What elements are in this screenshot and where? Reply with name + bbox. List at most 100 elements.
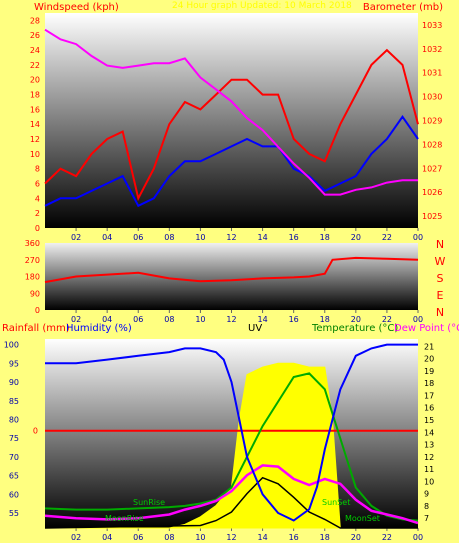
x-tick-label: 20 (351, 533, 361, 542)
temperature-y-tick-label: 9 (424, 490, 429, 499)
x-tick-label: 14 (257, 233, 267, 242)
x-tick-label: 22 (382, 315, 392, 324)
wind-plot-area (45, 13, 418, 228)
x-tick-label: 04 (102, 533, 112, 542)
x-tick-label: 02 (71, 533, 81, 542)
baro-y-tick-label: 1028 (422, 140, 442, 149)
wind-y-tick-label: 2 (35, 209, 40, 218)
temperature-series: SunRise MoonRise SunSet MoonSet (44, 343, 419, 529)
wind-y-tick-label: 28 (30, 16, 40, 25)
x-tick-label: 10 (195, 233, 205, 242)
wind-series (44, 28, 419, 208)
temperature-y-tick-label: 21 (424, 342, 434, 351)
baro-y-tick-label: 1033 (422, 21, 442, 30)
compass-label: S (437, 272, 444, 285)
uv-area (45, 362, 418, 529)
x-tick-label: 06 (133, 233, 143, 242)
wind-y-tick-label: 6 (35, 180, 40, 189)
humidity-y-tick-label: 70 (9, 453, 19, 462)
baro-y-tick-label: 1027 (422, 164, 442, 173)
temperature-y-tick-label: 8 (424, 502, 429, 511)
humidity-y-tick-label: 60 (9, 490, 19, 499)
temperature-y-tick-label: 20 (424, 355, 434, 364)
x-tick-label: 16 (289, 315, 299, 324)
humidity-line (45, 343, 418, 522)
temperature-y-tick-label: 14 (424, 428, 434, 437)
barometer-axis-label: Barometer (mb) (363, 2, 443, 13)
annotation-label: MoonRise (105, 514, 144, 523)
x-tick-label: 18 (320, 533, 330, 542)
humidity-y-tick-label: 55 (9, 509, 19, 518)
temperature-y-tick-label: 17 (424, 391, 434, 400)
temperature-y-tick-label: 18 (424, 379, 434, 388)
humidity-y-tick-label: 65 (9, 472, 19, 481)
x-tick-label: 06 (133, 533, 143, 542)
temperature-line (44, 372, 419, 522)
x-tick-label: 10 (195, 533, 205, 542)
compass-label: N (436, 306, 444, 319)
annotation-label: SunSet (322, 498, 350, 507)
temperature-axis-ticks: 5560657075808590951007891011121314151617… (4, 341, 434, 542)
x-tick-label: 20 (351, 315, 361, 324)
x-tick-label: 06 (133, 315, 143, 324)
humidity-y-tick-label: 85 (9, 397, 19, 406)
wind-y-tick-label: 26 (30, 31, 40, 40)
wind-y-tick-label: 0 (35, 224, 40, 233)
x-tick-label: 02 (71, 315, 81, 324)
baro-y-tick-label: 1026 (422, 188, 442, 197)
x-tick-label: 18 (320, 233, 330, 242)
direction-plot-area (45, 243, 418, 310)
barometer-line (44, 28, 418, 196)
temperature-y-tick-label: 13 (424, 441, 434, 450)
rainfall-label: Rainfall (mm) (2, 323, 70, 334)
compass-label: E (437, 289, 444, 302)
annotation-label: SunRise (133, 498, 165, 507)
page-title: 24 Hour graph Updated: 10 March 2018 (172, 1, 352, 11)
dewpoint-line (44, 464, 419, 525)
x-tick-label: 22 (382, 233, 392, 242)
temperature-y-tick-label: 12 (424, 453, 434, 462)
direction-series (44, 256, 419, 284)
wind-y-tick-label: 16 (30, 105, 40, 114)
x-tick-label: 02 (71, 233, 81, 242)
uv-label: UV (248, 323, 262, 334)
temperature-y-tick-label: 15 (424, 416, 434, 425)
x-tick-label: 16 (289, 233, 299, 242)
compass-label: W (435, 255, 446, 268)
humidity-y-tick-label: 100 (4, 341, 19, 350)
baro-y-tick-label: 1025 (422, 212, 442, 221)
temperature-y-tick-label: 11 (424, 465, 434, 474)
temperature-label: Temperature (°C) (311, 323, 398, 334)
x-tick-label: 04 (102, 233, 112, 242)
humidity-y-tick-label: 75 (9, 434, 19, 443)
humidity-y-tick-label: 90 (9, 378, 19, 387)
compass-label: N (436, 238, 444, 251)
wind-y-tick-label: 8 (35, 165, 40, 174)
wind-y-tick-label: 24 (30, 46, 40, 55)
direction-y-tick-label: 360 (25, 239, 40, 248)
x-tick-label: 18 (320, 315, 330, 324)
x-tick-label: 00 (413, 533, 423, 542)
direction-y-tick-label: 0 (35, 306, 40, 315)
x-tick-label: 16 (289, 533, 299, 542)
x-tick-label: 04 (102, 315, 112, 324)
humidity-y-tick-label: 95 (9, 359, 19, 368)
direction-y-tick-label: 270 (25, 256, 40, 265)
x-tick-label: 08 (164, 315, 174, 324)
windspeed-axis-label: Windspeed (kph) (34, 2, 119, 13)
temperature-y-tick-label: 16 (424, 404, 434, 413)
humidity-y-tick-label: 80 (9, 415, 19, 424)
wind-y-tick-label: 14 (30, 120, 40, 129)
x-tick-label: 14 (257, 315, 267, 324)
x-tick-label: 22 (382, 533, 392, 542)
direction-y-tick-label: 90 (30, 289, 40, 298)
wind-direction-line (44, 256, 419, 284)
rainfall-y-tick-label: 0 (33, 427, 38, 436)
wind-y-tick-label: 12 (30, 135, 40, 144)
baro-y-tick-label: 1031 (422, 69, 442, 78)
humidity-label: Humidity (%) (66, 323, 132, 334)
wind-y-tick-label: 4 (35, 194, 40, 203)
